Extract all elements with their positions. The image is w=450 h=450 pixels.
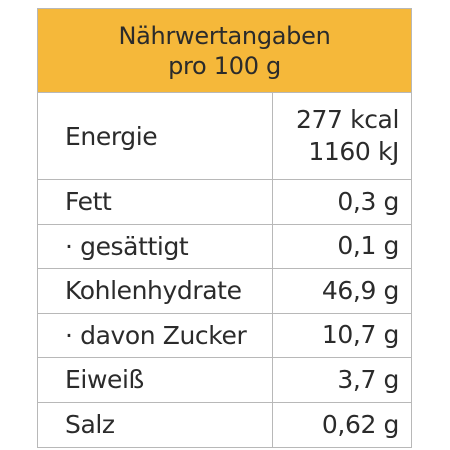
table-row-kohlenhydrate: Kohlenhydrate 46,9 g [38, 269, 411, 314]
row-label: Fett [38, 180, 273, 224]
row-label: Salz [38, 402, 273, 447]
row-value: 10,7 g [321, 320, 399, 350]
table-row-energie: Energie 277 kcal 1160 kJ [38, 93, 411, 180]
row-value: 277 kcal 1160 kJ [273, 93, 411, 179]
header-subtitle: pro 100 g [168, 51, 281, 80]
row-value: 0,3 g [337, 186, 399, 216]
row-label: Energie [38, 93, 273, 179]
row-label: · davon Zucker [38, 313, 273, 357]
row-label: Kohlenhydrate [38, 269, 273, 313]
row-value: 0,62 g [321, 409, 399, 439]
table-row-eiweiss: Eiweiß 3,7 g [38, 358, 411, 403]
row-value: 0,1 g [337, 231, 399, 261]
energy-kcal-value: 277 kcal [296, 105, 399, 134]
nutrition-table: Nährwertangaben pro 100 g Energie 277 kc… [37, 8, 412, 448]
row-label: · gesättigt [38, 224, 273, 268]
table-row-gesaettigt: · gesättigt 0,1 g [38, 224, 411, 269]
header-title: Nährwertangaben [118, 21, 331, 50]
energy-kj-value: 1160 kJ [308, 137, 399, 166]
nutrition-table-header: Nährwertangaben pro 100 g [38, 9, 411, 93]
row-label: Eiweiß [38, 358, 273, 402]
row-value: 46,9 g [321, 275, 399, 305]
table-row-fett: Fett 0,3 g [38, 180, 411, 225]
row-value: 3,7 g [337, 364, 399, 394]
table-row-salz: Salz 0,62 g [38, 402, 411, 447]
table-row-zucker: · davon Zucker 10,7 g [38, 313, 411, 358]
